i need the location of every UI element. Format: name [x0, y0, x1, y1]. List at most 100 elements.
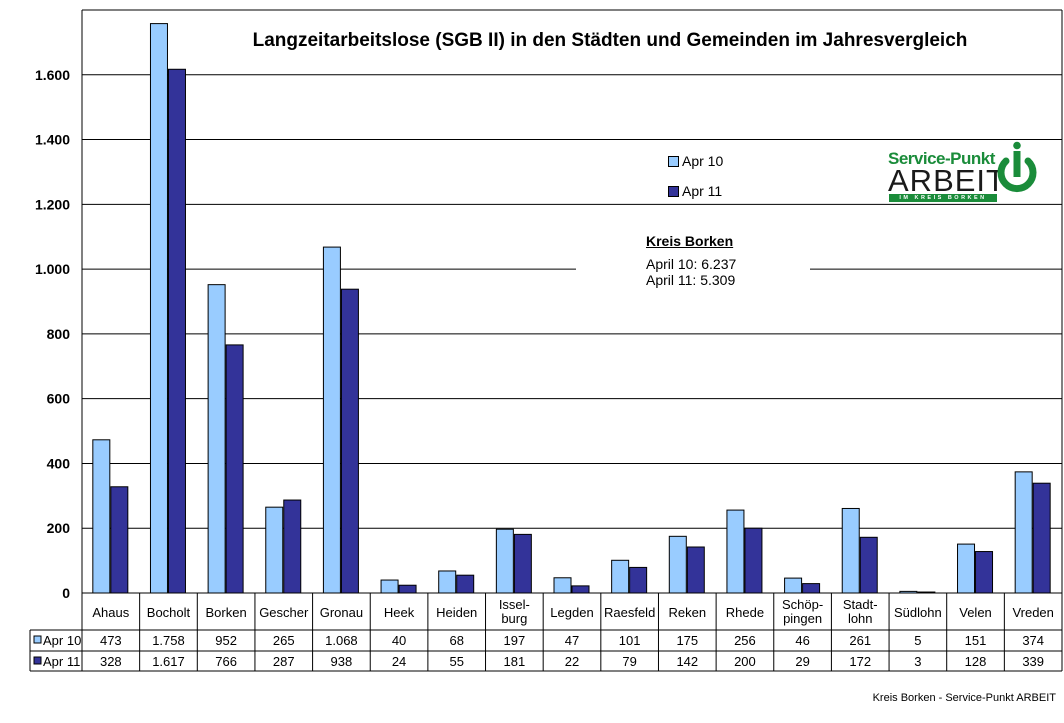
table-legend-key [33, 656, 42, 665]
category-label: Velen [959, 605, 992, 620]
category-label: Reken [669, 605, 707, 620]
bar-apr11 [629, 566, 648, 594]
bar-apr10 [1014, 471, 1033, 594]
bar-apr11 [340, 288, 359, 594]
bar-apr10 [495, 528, 514, 594]
table-value: 175 [676, 633, 698, 648]
bar-apr10 [322, 246, 341, 594]
bar-apr10 [380, 579, 399, 594]
y-tick-label: 800 [47, 326, 71, 342]
table-value: 952 [215, 633, 237, 648]
legend-label-apr10: Apr 10 [682, 153, 724, 169]
table-value: 142 [676, 654, 698, 669]
table-value: 29 [795, 654, 809, 669]
bar-apr10 [265, 506, 284, 594]
category-label: Vreden [1012, 605, 1053, 620]
table-value: 374 [1022, 633, 1044, 648]
category-label: Ahaus [92, 605, 129, 620]
bar-apr11 [859, 536, 878, 594]
category-label: pingen [783, 611, 822, 626]
table-value: 287 [273, 654, 295, 669]
legend-item-apr11: Apr 11 [668, 176, 723, 206]
category-label: Heek [384, 605, 415, 620]
bar-apr11 [513, 533, 532, 594]
y-tick-label: 1.400 [35, 132, 70, 148]
kreis-borken-title: Kreis Borken [646, 233, 734, 249]
table-value: 55 [449, 654, 463, 669]
table-value: 200 [734, 654, 756, 669]
y-tick-label: 200 [47, 520, 71, 536]
table-value: 1.068 [325, 633, 358, 648]
table-value: 68 [449, 633, 463, 648]
table-value: 3 [914, 654, 921, 669]
table-legend-key [33, 635, 42, 644]
category-label: Gronau [320, 605, 363, 620]
chart-title: Langzeitarbeitslose (SGB II) in den Städ… [252, 30, 968, 51]
category-label: Schöp- [782, 597, 823, 612]
category-label: burg [501, 611, 527, 626]
bar-apr11 [975, 551, 994, 594]
table-value: 339 [1022, 654, 1044, 669]
table-value: 5 [914, 633, 921, 648]
table-value: 22 [565, 654, 579, 669]
y-tick-label: 400 [47, 455, 71, 471]
logo-line1: Service-Punkt [888, 149, 995, 168]
table-series-label: Apr 10 [43, 633, 81, 648]
category-label: Raesfeld [604, 605, 655, 620]
category-label: lohn [848, 611, 873, 626]
table-value: 328 [100, 654, 122, 669]
bar-apr11 [225, 344, 244, 594]
bar-apr11 [283, 499, 302, 594]
bar-apr11 [167, 68, 186, 594]
bar-apr11 [686, 546, 705, 594]
y-tick-label: 1.000 [35, 261, 70, 277]
legend: Apr 10 Apr 11 [668, 146, 723, 206]
bar-apr10 [957, 543, 976, 594]
bar-apr11 [456, 574, 475, 594]
power-icon [997, 141, 1037, 193]
table-value: 473 [100, 633, 122, 648]
kreis-borken-april11: April 11: 5.309 [646, 272, 736, 288]
bar-apr11 [110, 486, 129, 594]
table-value: 46 [795, 633, 809, 648]
bar-apr11 [571, 585, 590, 594]
legend-swatch-apr11 [668, 185, 679, 197]
category-label: Legden [550, 605, 593, 620]
bar-apr11 [744, 527, 763, 594]
table-value: 1.758 [152, 633, 185, 648]
table-value: 265 [273, 633, 295, 648]
service-punkt-logo: Service-Punkt ARBEIT IM KREIS BORKEN [888, 141, 1040, 202]
bar-apr10 [668, 535, 687, 594]
y-tick-label: 600 [47, 391, 71, 407]
y-tick-label: 0 [62, 585, 70, 601]
bar-apr10 [438, 570, 457, 594]
table-value: 766 [215, 654, 237, 669]
table-value: 47 [565, 633, 579, 648]
table-value: 101 [619, 633, 641, 648]
bar-apr10 [726, 509, 745, 594]
table-value: 197 [504, 633, 526, 648]
logo-line2: ARBEIT [888, 163, 1006, 198]
kreis-borken-summary: Kreis Borken April 10: 6.237 April 11: 5… [576, 230, 810, 292]
bar-apr10 [553, 577, 572, 594]
table-value: 261 [849, 633, 871, 648]
category-label: Stadt- [843, 597, 878, 612]
table-value: 151 [965, 633, 987, 648]
table-value: 40 [392, 633, 406, 648]
legend-swatch-apr10 [668, 155, 679, 167]
bar-apr10 [784, 577, 803, 594]
legend-item-apr10: Apr 10 [668, 146, 723, 176]
category-label: Gescher [259, 605, 309, 620]
bar-apr10 [841, 507, 860, 594]
kreis-borken-april10: April 10: 6.237 [646, 256, 737, 272]
table-value: 256 [734, 633, 756, 648]
bar-apr10 [92, 439, 111, 594]
table-value: 1.617 [152, 654, 185, 669]
table-value: 172 [849, 654, 871, 669]
category-label: Bocholt [147, 605, 191, 620]
category-label: Borken [206, 605, 247, 620]
bar-apr11 [802, 583, 821, 594]
bar-apr10 [207, 284, 226, 594]
y-tick-label: 1.600 [35, 67, 70, 83]
